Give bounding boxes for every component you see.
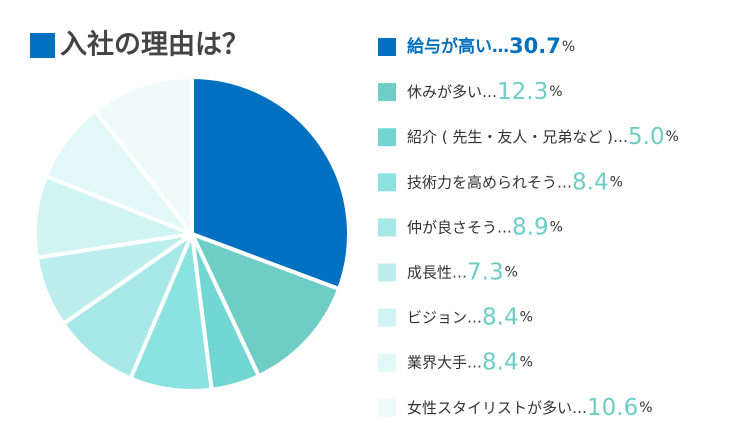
legend-swatch: [378, 263, 396, 282]
pie-slice: [190, 232, 342, 379]
legend-label: 休みが多い: [407, 83, 482, 101]
legend-label: 紹介 ( 先生・友人・兄弟など ): [407, 128, 613, 146]
value-label: 12.3: [497, 79, 548, 105]
legend-entry: 業界大手…8.4%: [407, 349, 533, 375]
separator: …: [497, 218, 512, 236]
legend-swatch: [378, 308, 396, 327]
unit: %: [520, 355, 533, 371]
legend-swatch: [378, 128, 396, 147]
chart-title: 入社の理由は？: [60, 29, 249, 61]
unit: %: [666, 129, 679, 145]
legend-label: 成長性: [407, 263, 452, 281]
separator: …: [482, 83, 497, 101]
pie-slice: [92, 75, 194, 236]
separator: …: [452, 263, 467, 281]
unit: %: [549, 84, 562, 100]
legend-swatch: [378, 173, 396, 192]
legend-label: ビジョン: [407, 308, 467, 326]
legend-entry: 成長性…7.3%: [407, 259, 518, 285]
separator: …: [557, 173, 572, 191]
legend-swatch: [378, 398, 396, 417]
value-label: 8.4: [572, 169, 609, 195]
unit: %: [562, 39, 575, 55]
separator: …: [572, 398, 587, 416]
separator: …: [467, 308, 482, 326]
pie-slice: [190, 75, 351, 292]
legend-swatch: [378, 218, 396, 237]
value-label: 8.9: [512, 214, 549, 240]
legend-label: 女性スタイリストが多い: [407, 398, 572, 416]
separator: …: [613, 128, 628, 146]
unit: %: [505, 265, 518, 281]
value-label: 5.0: [628, 124, 665, 150]
legend-entry: 休みが多い…12.3%: [407, 79, 563, 105]
value-label: 7.3: [467, 259, 504, 285]
separator: …: [467, 353, 482, 371]
legend-swatch: [378, 38, 396, 56]
legend-swatch: [378, 83, 396, 102]
value-label: 30.7: [509, 34, 561, 58]
legend-label: 仲が良さそう: [407, 218, 497, 236]
value-label: 8.4: [482, 304, 519, 330]
unit: %: [610, 174, 623, 190]
legend-label: 業界大手: [407, 353, 467, 371]
legend-swatch: [378, 353, 396, 372]
legend-label: 給与が高い: [407, 36, 492, 57]
legend-label: 技術力を高められそう: [407, 173, 557, 191]
unit: %: [639, 400, 652, 416]
legend-entry: 仲が良さそう…8.9%: [407, 214, 563, 240]
legend-entry: 給与が高い…30.7%: [407, 34, 575, 58]
legend-entry: ビジョン…8.4%: [407, 304, 533, 330]
legend-entry: 女性スタイリストが多い…10.6%: [407, 394, 653, 420]
separator: …: [492, 37, 509, 57]
unit: %: [520, 310, 533, 326]
pie: [33, 75, 351, 393]
legend: 給与が高い…30.7%休みが多い…12.3%紹介 ( 先生・友人・兄弟など )……: [378, 34, 679, 420]
legend-entry: 紹介 ( 先生・友人・兄弟など )…5.0%: [407, 124, 679, 150]
title-icon: [30, 33, 55, 58]
value-label: 8.4: [482, 349, 519, 375]
value-label: 10.6: [587, 394, 638, 420]
unit: %: [550, 219, 563, 235]
legend-entry: 技術力を高められそう…8.4%: [407, 169, 623, 195]
